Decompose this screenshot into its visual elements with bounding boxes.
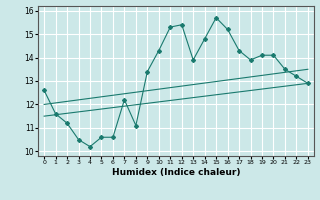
X-axis label: Humidex (Indice chaleur): Humidex (Indice chaleur) <box>112 168 240 177</box>
